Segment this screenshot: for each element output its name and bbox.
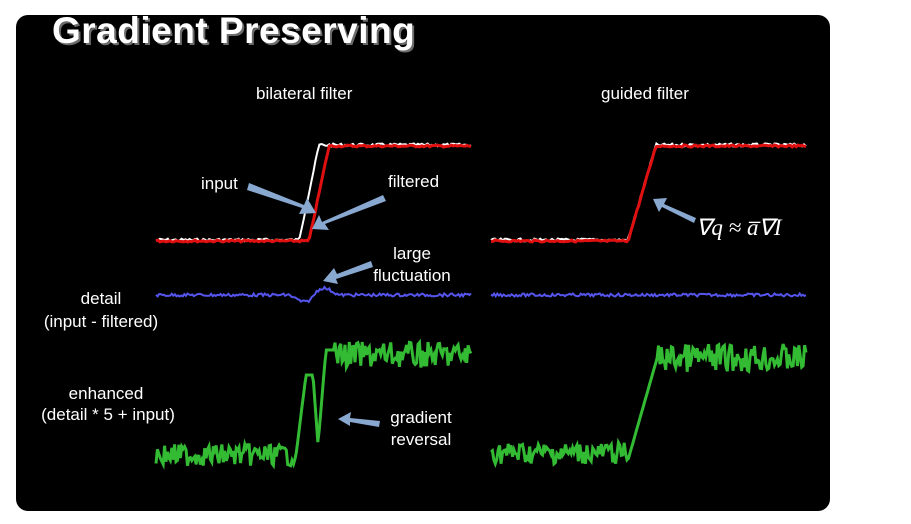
arrow-input [247,183,316,214]
arrow-large-fluctuation [323,261,373,284]
bilateral-filtered-signal [155,143,472,244]
guided-detail-signal [490,291,807,299]
label-detail: detail [80,289,122,308]
slide: Gradient Preserving bilateral filter gui… [16,15,830,511]
arrow-gradient-reversal [338,412,380,427]
label-fluctuation: fluctuation [373,266,451,285]
slide-title: Gradient Preserving [52,15,416,51]
column-title-bilateral: bilateral filter [256,84,353,103]
label-detail-formula: (input - filtered) [43,312,159,331]
bilateral-enhanced-signal [154,338,473,470]
arrow-formula [653,198,696,223]
guided-filtered-signal [490,143,807,244]
label-enhanced: enhanced [68,384,144,403]
gradient-formula: ∇q ≈ a̅∇I [696,215,782,240]
signal-plots [154,141,808,470]
bilateral-detail-signal [155,285,472,304]
arrow-filtered [312,195,386,230]
label-reversal: reversal [390,430,452,449]
label-large: large [393,244,431,263]
label-enhanced-formula: (detail * 5 + input) [41,405,175,424]
label-input: input [201,174,238,193]
label-filtered: filtered [388,172,440,191]
label-gradient: gradient [390,408,452,427]
column-title-guided: guided filter [601,84,689,103]
guided-enhanced-signal [490,342,808,469]
